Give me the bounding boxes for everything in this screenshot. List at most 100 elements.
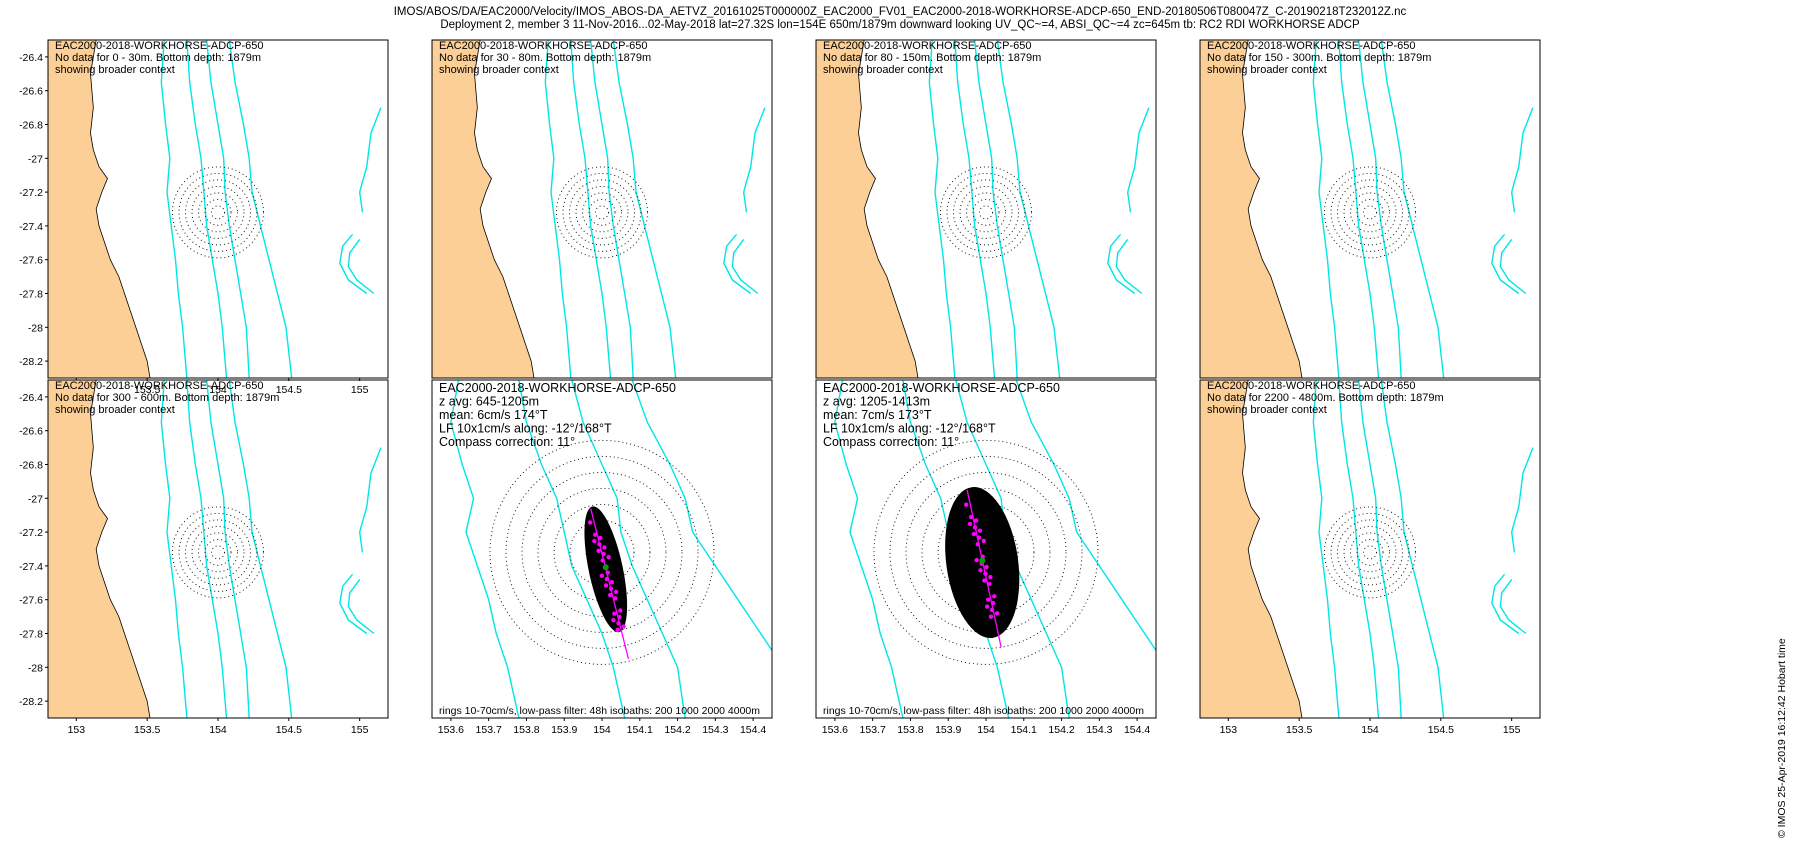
isobath-arc-2 xyxy=(731,239,759,295)
speed-ring-6 xyxy=(505,455,699,649)
isobath-arc-1 xyxy=(339,233,368,295)
isobath-line-4 xyxy=(631,380,772,652)
lowpass-point xyxy=(974,557,979,563)
speed-ring-6 xyxy=(178,512,258,592)
speed-ring-5 xyxy=(185,519,251,586)
panel-note: LF 10x1cm/s along: -12°/168°T xyxy=(439,422,612,436)
isobath-line-1 xyxy=(544,40,572,378)
speed-ring-7 xyxy=(556,166,648,259)
lowpass-point xyxy=(588,520,593,525)
isobath-line-3 xyxy=(1357,380,1402,718)
speed-ring-5 xyxy=(905,471,1067,633)
speed-ring-2 xyxy=(972,198,1000,226)
lowpass-point xyxy=(597,542,602,547)
isobath-line-2 xyxy=(186,380,228,718)
panel-note: No data for 150 - 300m. Bottom depth: 18… xyxy=(1207,52,1431,64)
isobath-line-4 xyxy=(1380,40,1445,378)
isobath-arc-3 xyxy=(358,447,382,553)
lowpass-point xyxy=(615,627,620,632)
coastline xyxy=(816,40,919,378)
panel-note: z avg: 645-1205m xyxy=(439,395,539,409)
isobath-arc-2 xyxy=(1115,239,1143,295)
panel-title: EAC2000-2018-WORKHORSE-ADCP-650 xyxy=(55,380,263,392)
lowpass-point xyxy=(977,528,983,533)
speed-ring-6 xyxy=(1330,512,1410,592)
coastline xyxy=(432,40,535,378)
speed-ring-3 xyxy=(582,192,622,233)
panel-title: EAC2000-2018-WORKHORSE-ADCP-650 xyxy=(55,40,263,52)
isobath-line-4 xyxy=(228,380,293,718)
panel-footer-note: rings 10-70cm/s, low-pass filter: 48h is… xyxy=(823,705,1144,717)
x-tick-label: 153.6 xyxy=(822,724,848,736)
lowpass-point xyxy=(975,542,980,547)
isobath-line-4 xyxy=(228,40,293,378)
isobath-line-3 xyxy=(973,40,1018,378)
panel-title: EAC2000-2018-WORKHORSE-ADCP-650 xyxy=(1207,40,1415,52)
lowpass-point xyxy=(988,574,993,580)
lowpass-point xyxy=(987,581,992,587)
speed-ring-1 xyxy=(211,545,225,560)
isobath-line-1 xyxy=(450,380,520,718)
panel-6-map xyxy=(432,380,772,718)
x-tick-label: 155 xyxy=(1503,724,1521,736)
lowpass-point xyxy=(606,554,611,560)
panel-note: showing broader context xyxy=(1207,404,1327,416)
lowpass-point xyxy=(604,576,610,582)
x-tick-label: 154.5 xyxy=(276,384,302,396)
speed-ring-2 xyxy=(569,519,635,585)
x-tick-label: 154 xyxy=(1361,724,1379,736)
lowpass-point xyxy=(598,535,603,541)
lowpass-point xyxy=(990,600,996,606)
lowpass-point xyxy=(984,604,990,609)
x-tick-label: 153.5 xyxy=(134,724,160,736)
x-tick-label: 154.3 xyxy=(1086,724,1112,736)
lowpass-point xyxy=(988,614,994,619)
lowpass-point xyxy=(971,531,977,537)
y-tick-label: -28.2 xyxy=(19,696,43,708)
speed-ring-7 xyxy=(940,166,1032,259)
x-tick-label: 154.1 xyxy=(1011,724,1037,736)
x-tick-label: 153 xyxy=(68,724,86,736)
panel-note: No data for 2200 - 4800m. Bottom depth: … xyxy=(1207,392,1444,404)
speed-ring-4 xyxy=(1343,185,1397,239)
isobath-arc-3 xyxy=(358,107,382,213)
speed-ring-4 xyxy=(1343,525,1397,579)
lowpass-point xyxy=(613,589,619,595)
deployment-subtitle: Deployment 2, member 3 11-Nov-2016...02-… xyxy=(440,19,1360,31)
isobath-line-1 xyxy=(1312,380,1340,718)
isobath-line-3 xyxy=(205,40,250,378)
y-tick-label: -28 xyxy=(28,662,43,674)
speed-ring-3 xyxy=(198,192,238,233)
y-tick-label: -27.8 xyxy=(19,289,43,301)
lowpass-point xyxy=(986,597,991,602)
mean-velocity-marker xyxy=(979,557,986,564)
y-tick-label: -26.6 xyxy=(19,86,43,98)
footer-timestamp: © IMOS 25-Apr-2019 16:12:42 Hobart time xyxy=(1776,638,1788,838)
panel-2-map xyxy=(432,40,766,378)
isobath-line-3 xyxy=(571,380,686,718)
y-tick-label: -26.4 xyxy=(19,392,43,404)
speed-ring-3 xyxy=(198,532,238,573)
lowpass-point xyxy=(605,570,610,575)
isobath-line-4 xyxy=(612,40,677,378)
x-tick-label: 153.8 xyxy=(513,724,539,736)
speed-ring-5 xyxy=(953,179,1019,246)
panel-frame xyxy=(1199,39,1541,379)
x-tick-label: 153.9 xyxy=(551,724,577,736)
lowpass-point xyxy=(992,594,997,599)
panel-note: showing broader context xyxy=(1207,64,1327,76)
coastline xyxy=(816,380,817,718)
panel-note: No data for 0 - 30m. Bottom depth: 1879m xyxy=(55,52,261,64)
isobath-arc-2 xyxy=(347,579,375,635)
y-tick-label: -27.6 xyxy=(19,255,43,267)
lowpass-point xyxy=(982,578,987,583)
panel-frame xyxy=(431,39,773,379)
speed-ring-4 xyxy=(191,525,245,579)
coastline xyxy=(48,40,151,378)
speed-ring-4 xyxy=(537,487,667,617)
panel-note: Compass correction: 11° xyxy=(439,435,575,449)
isobath-line-2 xyxy=(570,40,612,378)
y-tick-label: -27.8 xyxy=(19,629,43,641)
